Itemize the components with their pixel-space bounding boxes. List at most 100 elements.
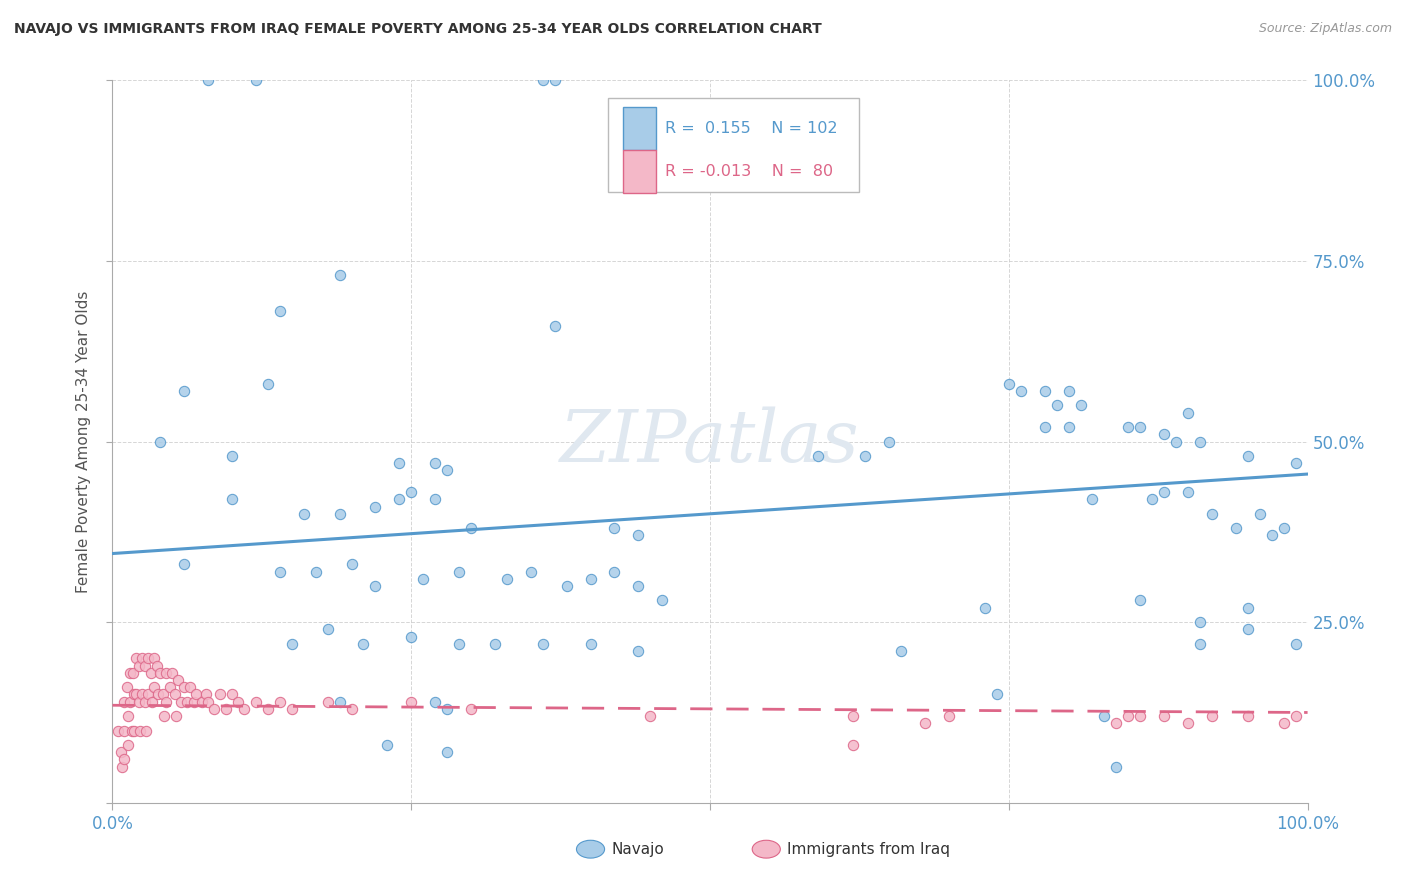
Point [139, 665, 162, 680]
Point [401, 630, 423, 644]
Point [627, 644, 650, 658]
Point [388, 492, 411, 507]
Point [163, 687, 186, 701]
Point [209, 687, 232, 701]
Point [233, 702, 256, 716]
Point [257, 376, 280, 391]
Point [245, 73, 267, 87]
Point [436, 745, 458, 759]
Point [651, 593, 673, 607]
Point [531, 73, 554, 87]
Point [627, 579, 650, 593]
Point [121, 723, 143, 738]
Point [129, 723, 152, 738]
Point [1237, 600, 1260, 615]
Point [111, 760, 134, 774]
Point [1237, 449, 1260, 463]
Point [128, 658, 150, 673]
Point [436, 463, 458, 477]
Point [1237, 709, 1260, 723]
Point [117, 738, 139, 752]
Point [173, 384, 195, 398]
Point [292, 507, 315, 521]
Point [364, 500, 387, 514]
Point [364, 579, 387, 593]
Point [1153, 485, 1175, 500]
Point [316, 623, 339, 637]
Point [138, 651, 160, 665]
Point [436, 702, 458, 716]
Point [114, 695, 135, 709]
Point [120, 695, 142, 709]
Point [257, 702, 280, 716]
Point [1272, 521, 1295, 535]
Point [145, 658, 167, 673]
Point [1166, 434, 1188, 449]
Point [121, 665, 143, 680]
Point [197, 695, 219, 709]
Point [131, 687, 153, 701]
Point [520, 565, 543, 579]
Point [579, 637, 602, 651]
Point [152, 687, 174, 701]
Point [484, 637, 506, 651]
Point [543, 73, 565, 87]
Text: Immigrants from Iraq: Immigrants from Iraq [787, 842, 950, 856]
Point [1272, 716, 1295, 731]
Point [122, 723, 145, 738]
Point [1105, 716, 1128, 731]
Point [807, 449, 830, 463]
Point [1142, 492, 1164, 507]
Point [120, 665, 142, 680]
Point [173, 558, 195, 572]
Point [1285, 456, 1308, 470]
Point [128, 695, 150, 709]
Point [1261, 528, 1284, 542]
Point [1129, 709, 1152, 723]
Point [194, 687, 217, 701]
FancyBboxPatch shape [609, 98, 859, 193]
Text: ZIPatlas: ZIPatlas [560, 406, 860, 477]
Point [1225, 521, 1247, 535]
Text: NAVAJO VS IMMIGRANTS FROM IRAQ FEMALE POVERTY AMONG 25-34 YEAR OLDS CORRELATION : NAVAJO VS IMMIGRANTS FROM IRAQ FEMALE PO… [14, 22, 823, 37]
Point [316, 695, 339, 709]
Point [974, 600, 997, 615]
Point [425, 695, 447, 709]
Point [143, 680, 166, 694]
Point [155, 665, 177, 680]
Point [131, 651, 153, 665]
Text: Source: ZipAtlas.com: Source: ZipAtlas.com [1258, 22, 1392, 36]
Bar [623, 107, 657, 150]
Point [1189, 615, 1212, 630]
Point [269, 695, 291, 709]
Point [221, 449, 243, 463]
Point [543, 318, 565, 333]
Point [986, 687, 1008, 701]
Point [447, 637, 470, 651]
Y-axis label: Female Poverty Among 25-34 Year Olds: Female Poverty Among 25-34 Year Olds [76, 291, 91, 592]
Point [425, 456, 447, 470]
Point [998, 376, 1021, 391]
Point [215, 702, 238, 716]
Point [186, 687, 208, 701]
Point [1189, 637, 1212, 651]
Point [167, 673, 190, 687]
Point [176, 695, 198, 709]
Point [110, 745, 132, 759]
Point [173, 680, 195, 694]
Point [1057, 384, 1080, 398]
Text: R = -0.013    N =  80: R = -0.013 N = 80 [665, 164, 832, 179]
Point [1285, 637, 1308, 651]
Point [165, 709, 187, 723]
Text: Navajo: Navajo [612, 842, 665, 856]
Point [1070, 398, 1092, 412]
Point [1177, 485, 1199, 500]
Point [153, 709, 176, 723]
Point [640, 709, 662, 723]
Point [191, 695, 214, 709]
Point [114, 723, 135, 738]
Point [1094, 709, 1116, 723]
Point [281, 702, 304, 716]
Point [329, 268, 352, 283]
Point [388, 456, 411, 470]
